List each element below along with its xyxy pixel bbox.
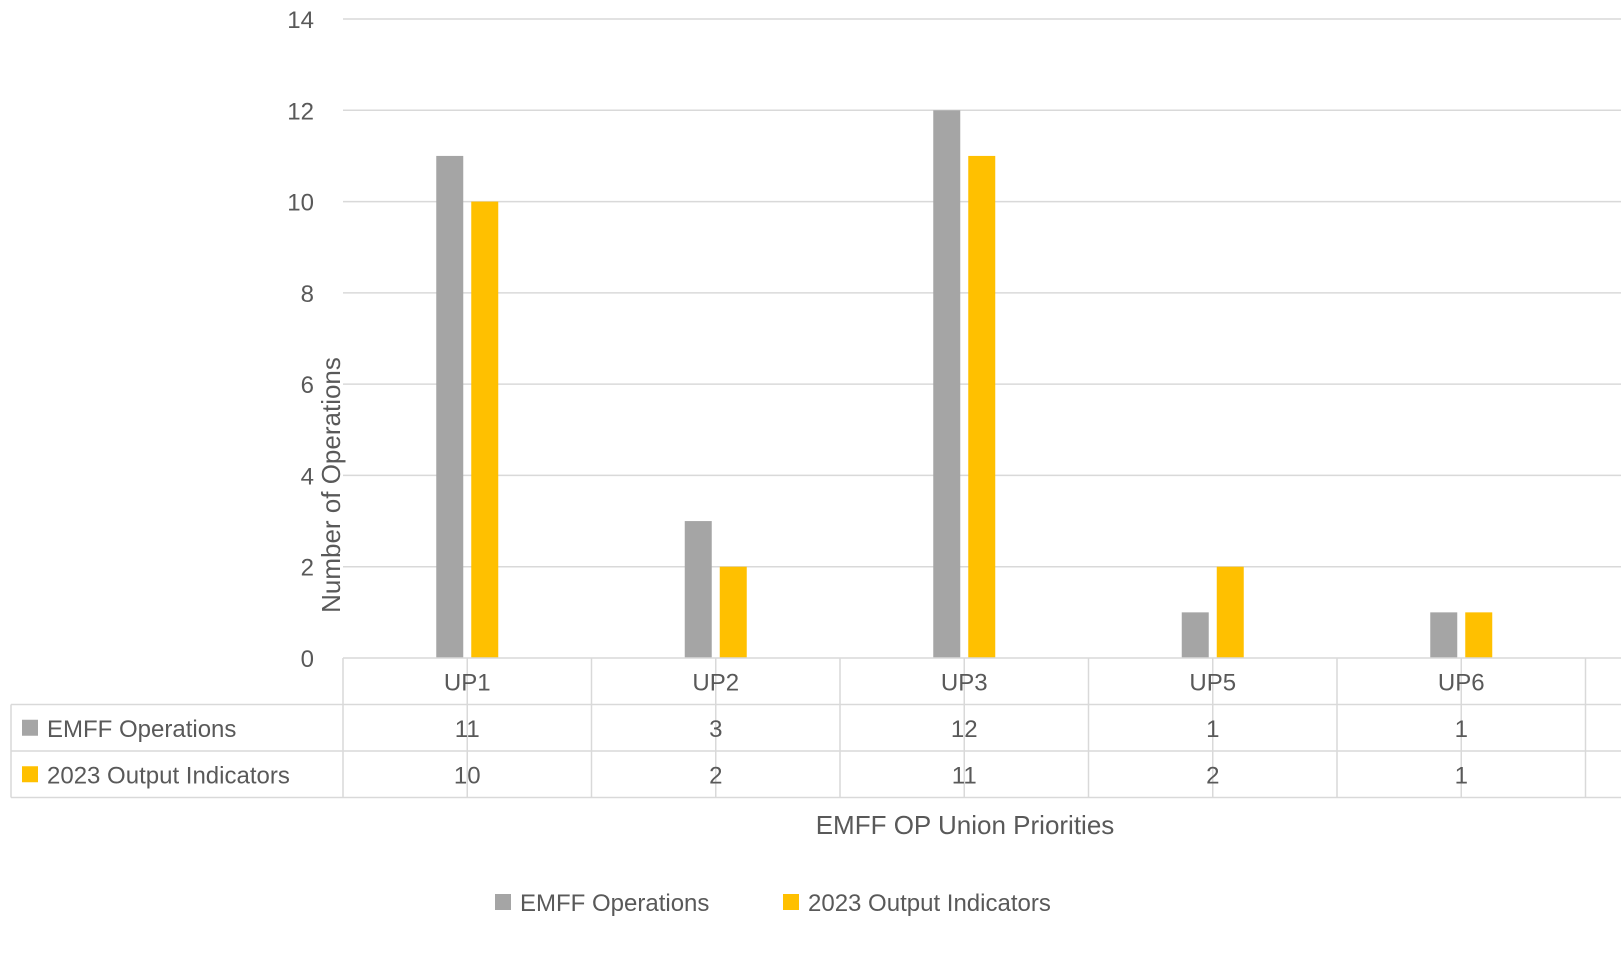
table-series-key [22,766,38,783]
table-cell-value: 11 [455,716,480,743]
table-cell-value: 1 [1455,762,1468,789]
y-tick-label: 2 [301,555,314,582]
legend-label: 2023 Output Indicators [808,890,1051,917]
bar [1216,566,1244,658]
y-tick-label: 0 [301,646,314,673]
legend: EMFF Operations 2023 Output Indicators [495,890,1051,917]
table-cell-value: 3 [709,716,722,743]
bar [1465,612,1493,658]
table-cell-value: 11 [952,762,977,789]
y-tick-label: 4 [301,463,314,490]
bar [436,155,464,658]
bar [684,521,712,658]
bar [1181,612,1209,658]
x-tick-label: UP2 [692,669,739,696]
y-tick-label: 10 [287,190,314,217]
x-tick-label: UP5 [1189,669,1236,696]
table-cell-value: 2 [1206,762,1219,789]
table-cell-value: 1 [1455,716,1468,743]
y-axis-ticks: 0 2 4 6 8 10 12 14 [287,7,314,673]
y-tick-label: 12 [287,98,314,125]
x-axis-label: EMFF OP Union Priorities [816,810,1115,840]
bar [968,155,996,658]
y-tick-label: 8 [301,281,314,308]
table-cell-value: 10 [454,762,481,789]
x-tick-label: UP6 [1438,669,1485,696]
table-cell-value: 12 [951,716,978,743]
bar [719,566,747,658]
x-tick-label: UP1 [444,669,491,696]
table-series-label: EMFF Operations [47,716,236,743]
bar [1430,612,1458,658]
y-axis-label: Number of Operations [316,357,346,613]
legend-key [495,894,511,910]
legend-key [783,894,799,910]
bar [471,201,499,659]
legend-label: EMFF Operations [520,890,709,917]
bar [933,110,961,659]
table-cell-value: 2 [709,762,722,789]
x-tick-label: UP3 [941,669,988,696]
y-tick-label: 14 [287,7,314,34]
bars [436,110,1493,659]
table-cell-value: 1 [1206,716,1219,743]
table-series-label: 2023 Output Indicators [47,762,290,789]
table-series-key [22,719,38,736]
y-tick-label: 6 [301,372,314,399]
